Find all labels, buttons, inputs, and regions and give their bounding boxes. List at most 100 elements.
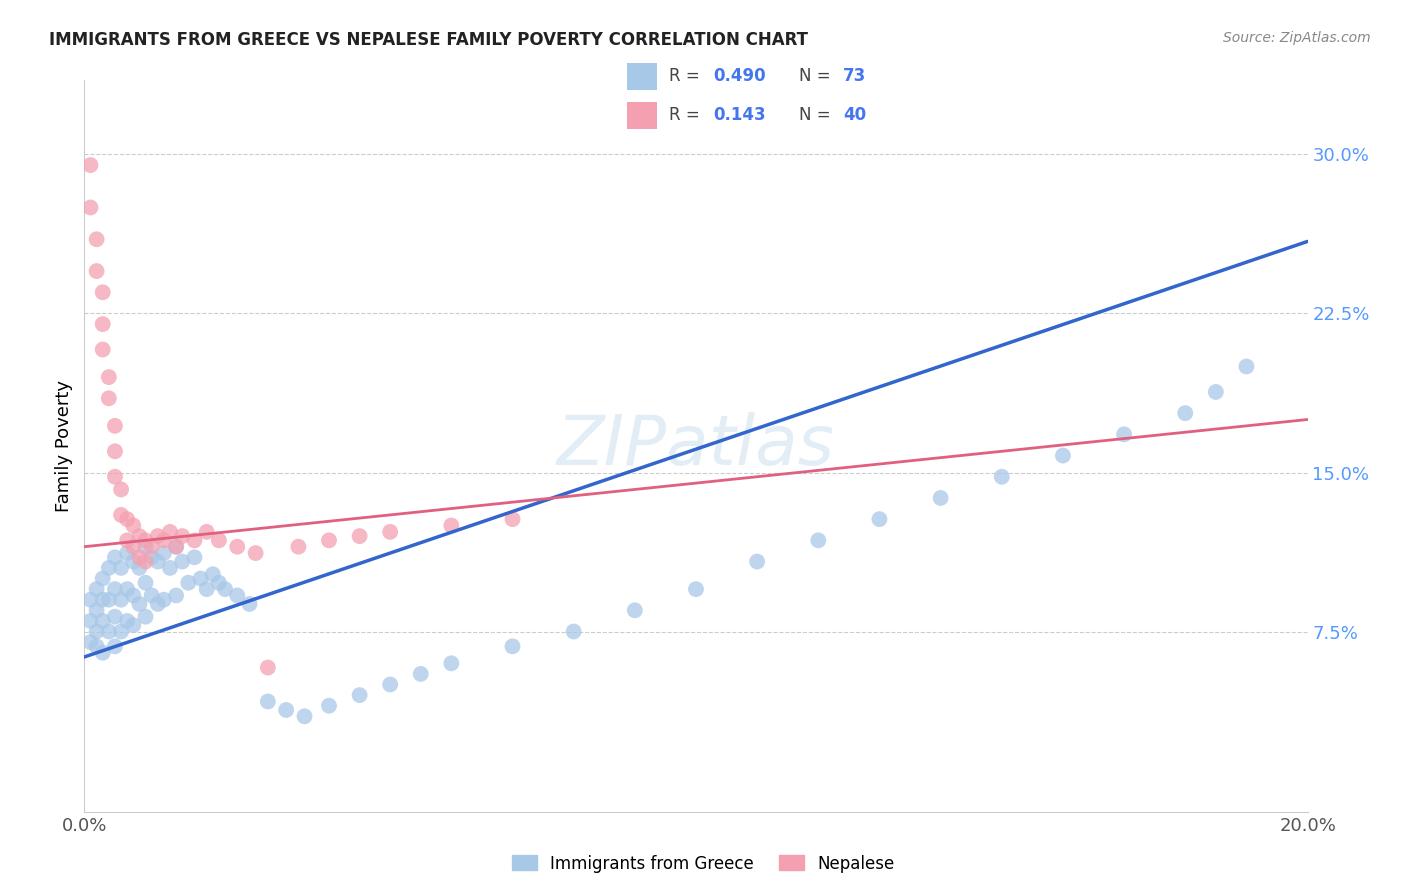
- Point: [146, 555, 169, 569]
- Point: [146, 597, 169, 611]
- Point: [104, 418, 127, 433]
- Point: [122, 618, 145, 632]
- Point: [135, 533, 157, 548]
- Point: [104, 640, 127, 654]
- Point: [226, 540, 249, 554]
- Point: [115, 533, 138, 548]
- Point: [502, 640, 524, 654]
- Text: 40: 40: [844, 106, 866, 124]
- Point: [1236, 359, 1258, 374]
- Point: [991, 469, 1014, 483]
- Point: [110, 561, 132, 575]
- Point: [195, 582, 218, 596]
- Point: [86, 232, 108, 246]
- Point: [104, 609, 127, 624]
- Point: [146, 529, 169, 543]
- Point: [165, 540, 187, 554]
- Point: [869, 512, 891, 526]
- Point: [440, 518, 463, 533]
- Point: [1114, 427, 1136, 442]
- Point: [502, 512, 524, 526]
- Point: [128, 550, 150, 565]
- Point: [238, 597, 260, 611]
- Point: [159, 561, 181, 575]
- Point: [91, 614, 114, 628]
- Text: ZIPatlas: ZIPatlas: [557, 412, 835, 480]
- Point: [1205, 384, 1227, 399]
- Text: N =: N =: [799, 68, 835, 86]
- Point: [257, 694, 280, 708]
- Text: R =: R =: [669, 106, 710, 124]
- FancyBboxPatch shape: [627, 102, 657, 129]
- Text: R =: R =: [669, 68, 704, 86]
- Point: [91, 285, 114, 300]
- Point: [214, 582, 236, 596]
- Point: [79, 592, 101, 607]
- Point: [115, 582, 138, 596]
- Point: [1174, 406, 1197, 420]
- Point: [409, 667, 432, 681]
- Point: [159, 524, 181, 539]
- Point: [177, 575, 200, 590]
- Point: [91, 317, 114, 331]
- Point: [110, 592, 132, 607]
- Point: [141, 589, 163, 603]
- Point: [97, 370, 120, 384]
- Point: [122, 555, 145, 569]
- Point: [165, 540, 187, 554]
- Point: [349, 688, 371, 702]
- Point: [153, 546, 176, 560]
- Point: [110, 624, 132, 639]
- Point: [135, 609, 157, 624]
- Point: [153, 592, 176, 607]
- Point: [208, 533, 231, 548]
- Point: [86, 624, 108, 639]
- Point: [287, 540, 309, 554]
- Point: [153, 533, 176, 548]
- Point: [97, 561, 120, 575]
- Point: [86, 603, 108, 617]
- Point: [135, 540, 157, 554]
- Point: [440, 657, 463, 671]
- Point: [747, 555, 769, 569]
- Text: Source: ZipAtlas.com: Source: ZipAtlas.com: [1223, 31, 1371, 45]
- Text: IMMIGRANTS FROM GREECE VS NEPALESE FAMILY POVERTY CORRELATION CHART: IMMIGRANTS FROM GREECE VS NEPALESE FAMIL…: [49, 31, 808, 49]
- Point: [91, 343, 114, 357]
- FancyBboxPatch shape: [627, 62, 657, 90]
- Point: [195, 524, 218, 539]
- Point: [115, 614, 138, 628]
- Point: [115, 512, 138, 526]
- Point: [172, 529, 194, 543]
- Point: [91, 592, 114, 607]
- Point: [97, 592, 120, 607]
- Point: [1052, 449, 1074, 463]
- Point: [318, 533, 340, 548]
- Point: [685, 582, 707, 596]
- Point: [141, 540, 163, 554]
- Point: [165, 589, 187, 603]
- Point: [128, 597, 150, 611]
- Point: [172, 555, 194, 569]
- Y-axis label: Family Poverty: Family Poverty: [55, 380, 73, 512]
- Point: [294, 709, 316, 723]
- Point: [97, 624, 120, 639]
- Legend: Immigrants from Greece, Nepalese: Immigrants from Greece, Nepalese: [505, 848, 901, 880]
- Point: [349, 529, 371, 543]
- Text: 0.490: 0.490: [713, 68, 766, 86]
- Point: [208, 575, 231, 590]
- Point: [86, 582, 108, 596]
- Point: [183, 533, 205, 548]
- Point: [562, 624, 585, 639]
- Point: [135, 575, 157, 590]
- Point: [91, 646, 114, 660]
- Point: [115, 546, 138, 560]
- Point: [97, 392, 120, 406]
- Point: [104, 444, 127, 458]
- Point: [135, 555, 157, 569]
- Text: 0.143: 0.143: [713, 106, 766, 124]
- Point: [79, 158, 101, 172]
- Point: [380, 524, 402, 539]
- Point: [104, 469, 127, 483]
- Point: [79, 614, 101, 628]
- Point: [122, 540, 145, 554]
